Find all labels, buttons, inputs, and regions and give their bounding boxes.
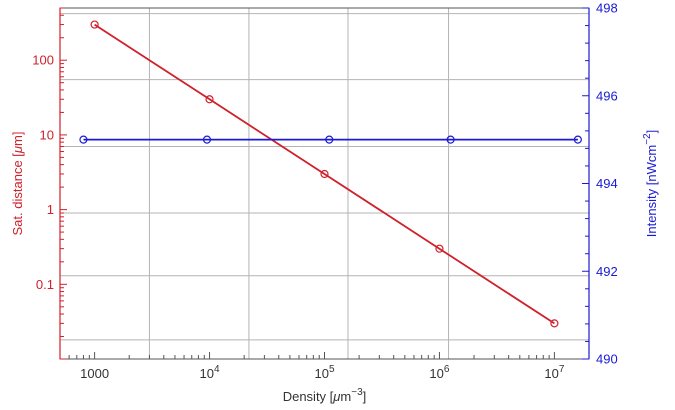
plot-frame xyxy=(59,7,590,360)
series-right-point xyxy=(446,135,455,144)
series-right-point xyxy=(202,135,212,144)
y-left-tick-label: 10 xyxy=(40,127,54,142)
x-tick-label: 107 xyxy=(544,364,564,381)
axes xyxy=(59,7,590,360)
series-left-point xyxy=(435,244,444,253)
series-right-point xyxy=(573,135,582,144)
y-right-axis-title: Intensity [nWcm−2] xyxy=(642,130,659,238)
series-left-line xyxy=(94,23,555,325)
x-axis-title: Density [μm−3] xyxy=(283,387,367,404)
y-left-tick-label: 100 xyxy=(32,53,54,68)
grid xyxy=(60,8,589,359)
x-tick-label: 106 xyxy=(429,364,449,381)
y-right-tick-label: 492 xyxy=(596,264,618,279)
x-tick-label: 104 xyxy=(200,364,220,381)
x-tick-label: 105 xyxy=(314,364,334,381)
series-right-point xyxy=(325,135,334,144)
y-right-tick-label: 490 xyxy=(596,352,618,367)
series-left-point xyxy=(320,169,329,179)
y-right-tick-label: 494 xyxy=(596,176,618,191)
y-right-tick-label: 498 xyxy=(596,1,618,16)
y-right-tick-label: 496 xyxy=(596,88,618,103)
series-right-point xyxy=(79,135,88,144)
series-left-point xyxy=(550,319,559,328)
series xyxy=(79,20,582,328)
labels: 1000 104 105 106 107 0.1 1 10 100 490 492 494 496 498… xyxy=(10,1,659,405)
y-left-tick-label: 0.1 xyxy=(36,277,54,292)
y-left-axis-title: Sat. distance [μm] xyxy=(10,132,25,236)
series-left-point xyxy=(90,20,99,29)
x-tick-label: 1000 xyxy=(80,366,109,381)
series-left-point xyxy=(205,95,214,104)
y-left-tick-label: 1 xyxy=(47,202,54,217)
